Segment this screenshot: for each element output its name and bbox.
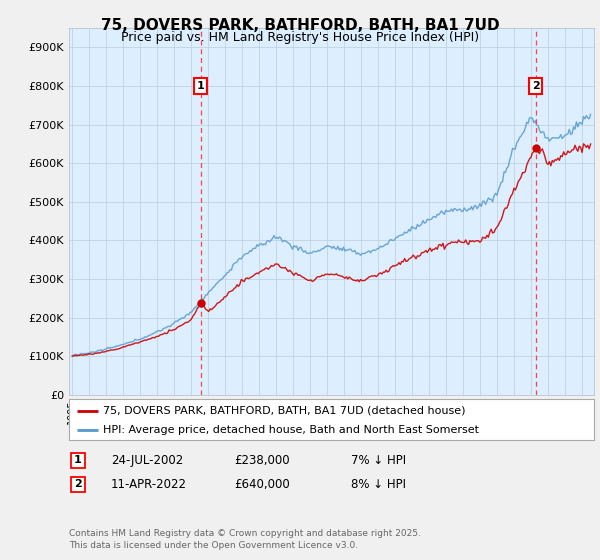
Text: 75, DOVERS PARK, BATHFORD, BATH, BA1 7UD: 75, DOVERS PARK, BATHFORD, BATH, BA1 7UD bbox=[101, 18, 499, 33]
Text: 7% ↓ HPI: 7% ↓ HPI bbox=[351, 454, 406, 467]
Text: 1: 1 bbox=[74, 455, 82, 465]
Text: 11-APR-2022: 11-APR-2022 bbox=[111, 478, 187, 491]
Text: 75, DOVERS PARK, BATHFORD, BATH, BA1 7UD (detached house): 75, DOVERS PARK, BATHFORD, BATH, BA1 7UD… bbox=[103, 405, 466, 416]
Text: 24-JUL-2002: 24-JUL-2002 bbox=[111, 454, 183, 467]
Text: 8% ↓ HPI: 8% ↓ HPI bbox=[351, 478, 406, 491]
Text: HPI: Average price, detached house, Bath and North East Somerset: HPI: Average price, detached house, Bath… bbox=[103, 424, 479, 435]
Text: 2: 2 bbox=[532, 81, 539, 91]
Text: Contains HM Land Registry data © Crown copyright and database right 2025.
This d: Contains HM Land Registry data © Crown c… bbox=[69, 529, 421, 550]
Text: £238,000: £238,000 bbox=[234, 454, 290, 467]
Text: 1: 1 bbox=[197, 81, 205, 91]
Text: 2: 2 bbox=[74, 479, 82, 489]
Text: Price paid vs. HM Land Registry's House Price Index (HPI): Price paid vs. HM Land Registry's House … bbox=[121, 31, 479, 44]
Text: £640,000: £640,000 bbox=[234, 478, 290, 491]
